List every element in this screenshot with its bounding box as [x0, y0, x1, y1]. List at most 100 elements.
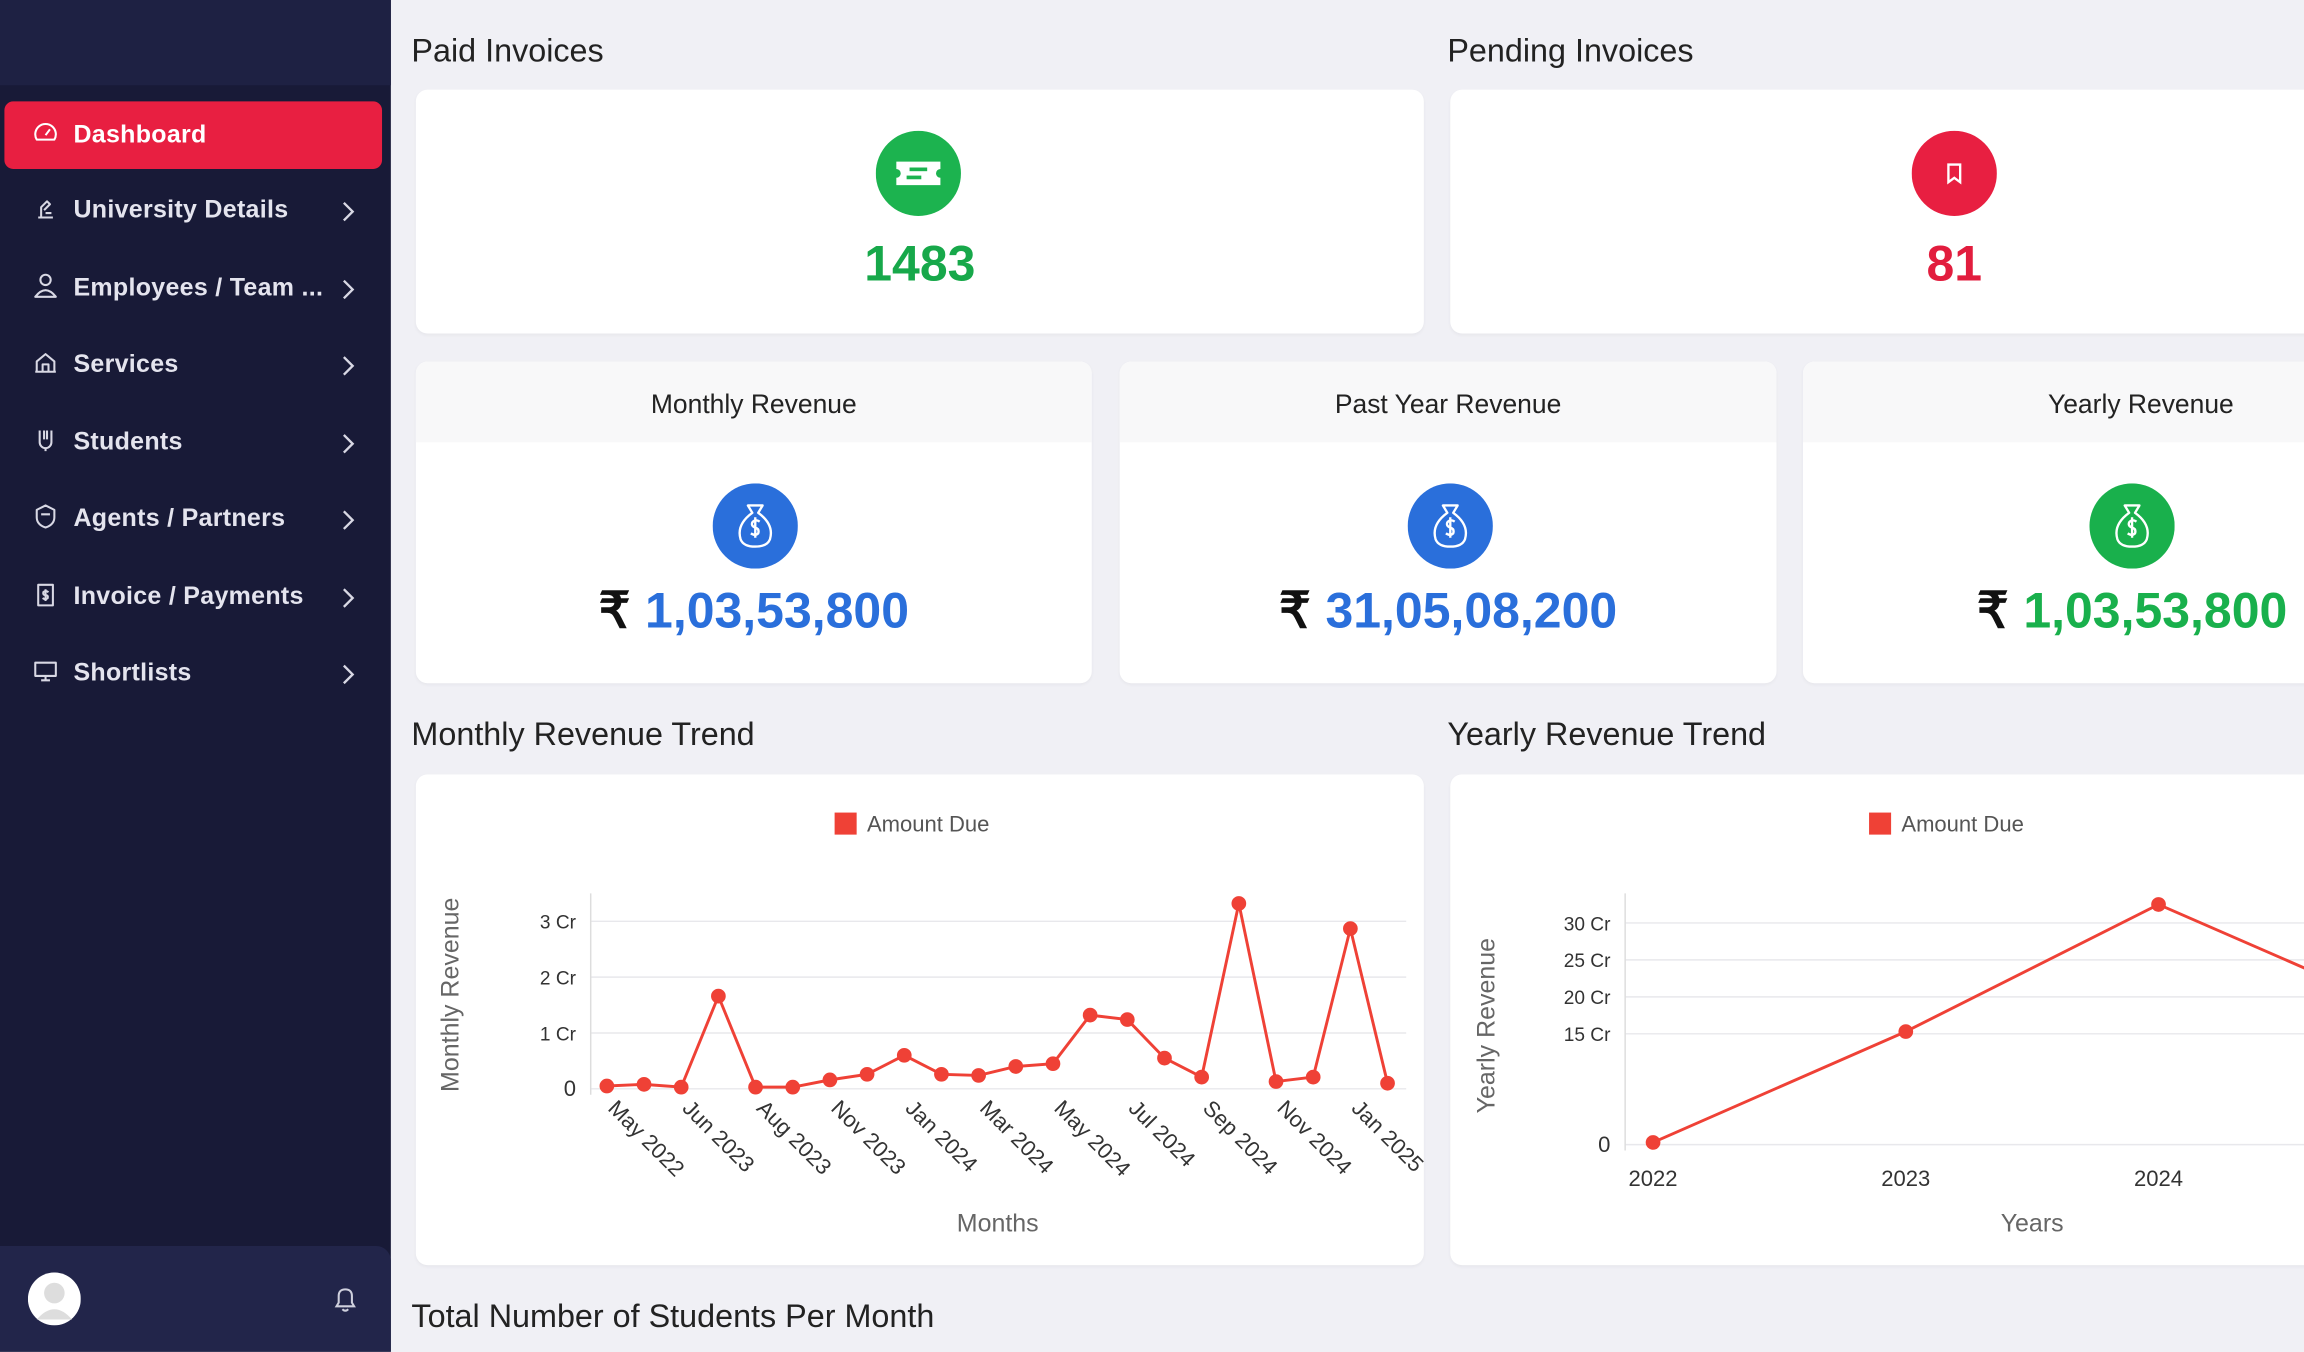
sidebar — [0, 0, 391, 1352]
chart-card — [415, 774, 1424, 1266]
y-tick-label: 1 Cr — [540, 1024, 577, 1045]
y-tick-label: 15 Cr — [1564, 1025, 1611, 1046]
x-tick-label: 2024 — [2134, 1166, 2183, 1191]
chevron-shape — [343, 356, 355, 376]
chart-card — [1450, 774, 2304, 1266]
menu-label: Employees / Team ... — [73, 273, 324, 302]
menu-item[interactable]: Employees / Team ... — [4, 254, 382, 322]
bookmark-icon — [1911, 130, 1997, 217]
data-point — [711, 988, 726, 1004]
revenue-amount: ₹31,05,08,200 — [1120, 582, 1777, 641]
menu-label: University Details — [73, 195, 289, 224]
x-tick-label: Jul 2024 — [1124, 1095, 1201, 1172]
chevron — [343, 279, 355, 300]
data-point — [1082, 1007, 1098, 1023]
menu-icon — [35, 504, 56, 529]
chevron — [343, 356, 355, 376]
money-icon — [712, 483, 798, 569]
menu-label: Shortlists — [73, 658, 192, 687]
data-point — [971, 1068, 986, 1083]
menu-icon — [37, 583, 54, 607]
pending-card: 81 — [1450, 89, 2304, 334]
chevron — [343, 588, 355, 608]
y-tick-label: 20 Cr — [1564, 988, 1611, 1009]
menu-icon — [38, 430, 53, 452]
y-tick-label: 0 — [1598, 1132, 1610, 1157]
x-tick-label: Nov 2023 — [826, 1095, 910, 1179]
menu-label: Dashboard — [73, 120, 207, 149]
x-tick-label: May 2024 — [1049, 1095, 1135, 1181]
series-line — [1652, 902, 2304, 1144]
data-point — [599, 1078, 615, 1094]
data-point — [636, 1077, 652, 1092]
x-tick-label: Jan 2025 — [1347, 1095, 1429, 1177]
revenue-card: Yearly Revenue ₹1,03,53,800 — [1802, 361, 2304, 684]
menu-item[interactable]: University Details — [4, 176, 382, 244]
chevron-shape — [343, 588, 355, 608]
revenue-card: Monthly Revenue ₹1,03,53,800 — [415, 361, 1092, 684]
icon-shape — [1432, 504, 1467, 548]
icon-shape — [35, 353, 56, 373]
amount: 1,03,53,800 — [2023, 583, 2288, 640]
icon-shape — [37, 583, 54, 607]
data-point — [673, 1079, 689, 1095]
avatar[interactable] — [27, 1272, 81, 1326]
y-axis-title: Yearly Revenue — [1472, 938, 1500, 1113]
y-tick-label: 25 Cr — [1564, 951, 1611, 972]
paid-count: 1483 — [864, 236, 976, 293]
icon-shape — [34, 273, 57, 298]
revenue-title: Monthly Revenue — [415, 361, 1092, 443]
currency: ₹ — [598, 583, 631, 640]
menu-icon — [34, 661, 57, 682]
currency: ₹ — [1976, 583, 2009, 640]
bell-icon[interactable] — [331, 1284, 360, 1313]
icon-shape — [738, 504, 773, 548]
data-point — [1231, 896, 1247, 911]
data-point — [785, 1079, 801, 1095]
y-tick-label: 2 Cr — [540, 968, 577, 989]
x-tick-label: May 2022 — [603, 1095, 689, 1181]
section-title: Yearly Revenue Trend — [1447, 715, 1767, 753]
revenue-title: Yearly Revenue — [1802, 361, 2304, 443]
revenue-title: Past Year Revenue — [1119, 361, 1777, 443]
legend-swatch — [834, 812, 857, 835]
chevron — [343, 664, 355, 685]
data-point — [1268, 1074, 1284, 1089]
legend-label: Amount Due — [1901, 812, 2023, 837]
menu-label: Agents / Partners — [73, 504, 286, 532]
data-point — [1898, 1024, 1914, 1039]
icon-shape — [2115, 504, 2149, 548]
money-icon — [2089, 483, 2175, 569]
menu-label: Services — [73, 349, 179, 378]
x-tick-label: Mar 2024 — [975, 1095, 1058, 1178]
menu-item[interactable]: Shortlists — [4, 639, 382, 707]
chevron-shape — [343, 279, 355, 300]
menu-item[interactable]: Dashboard — [4, 101, 383, 169]
pending-count: 81 — [1926, 236, 1983, 293]
menu-item[interactable]: Invoice / Payments — [4, 563, 382, 631]
amount: 31,05,08,200 — [1325, 583, 1618, 640]
menu-item[interactable]: Agents / Partners — [4, 485, 382, 553]
x-tick-label: Nov 2024 — [1272, 1095, 1356, 1179]
x-tick-label: Aug 2023 — [752, 1095, 836, 1179]
sidebar-footer — [0, 1246, 391, 1352]
data-point — [934, 1066, 949, 1082]
menu-icon — [34, 273, 57, 298]
chevron-shape — [343, 510, 355, 530]
section-title: Monthly Revenue Trend — [411, 715, 755, 753]
menu-item[interactable]: Services — [4, 331, 382, 399]
data-point — [1645, 1135, 1661, 1150]
money-icon — [1406, 483, 1493, 569]
x-tick-label: Jan 2024 — [901, 1095, 983, 1177]
data-point — [1119, 1012, 1135, 1027]
data-point — [896, 1047, 912, 1063]
sidebar-header — [0, 0, 391, 86]
amount: 1,03,53,800 — [645, 583, 910, 640]
chevron-shape — [343, 434, 355, 454]
menu-item[interactable]: Students — [4, 408, 382, 476]
y-axis-title: Monthly Revenue — [436, 898, 464, 1092]
icon-shape — [35, 504, 56, 529]
menu-label: Invoice / Payments — [73, 581, 304, 610]
revenue-card: Past Year Revenue ₹31,05,08,200 — [1119, 361, 1777, 684]
